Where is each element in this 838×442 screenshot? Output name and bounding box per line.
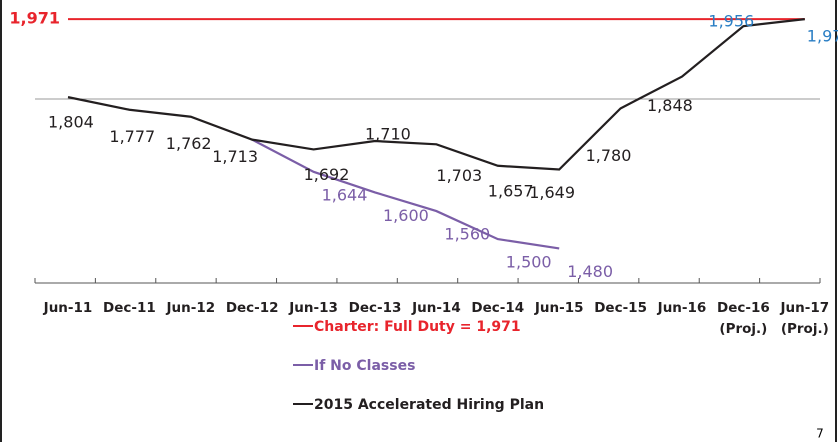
- data-label: 1,710: [365, 125, 411, 144]
- x-tick-label: Jun-16: [657, 300, 707, 316]
- x-tick-label: Jun-17: [779, 300, 829, 316]
- data-label: 1,692: [304, 165, 350, 184]
- data-label: 1,644: [322, 185, 368, 204]
- data-label: 1,971: [807, 27, 838, 46]
- series-line: [251, 138, 560, 250]
- x-tick-label: Dec-15: [594, 300, 647, 316]
- x-tick-note: (Proj.): [781, 321, 829, 337]
- legend-label: 2015 Accelerated Hiring Plan: [314, 397, 544, 413]
- x-tick-label: Dec-14: [471, 300, 524, 316]
- data-label: 1,804: [48, 113, 94, 132]
- data-label: 1,480: [567, 262, 613, 281]
- page-number: 7: [816, 427, 824, 441]
- data-label: 1,780: [586, 146, 632, 165]
- data-label: 1,971: [9, 9, 60, 28]
- data-label: 1,703: [436, 166, 482, 185]
- data-label: 1,848: [647, 96, 693, 115]
- legend-label: Charter: Full Duty = 1,971: [314, 319, 521, 335]
- x-tick-label: Dec-12: [226, 300, 279, 316]
- data-label: 1,500: [506, 253, 552, 272]
- series-line: [67, 18, 805, 171]
- legend-label: If No Classes: [314, 358, 415, 374]
- x-tick-label: Dec-11: [103, 300, 156, 316]
- x-tick-label: Jun-14: [411, 300, 461, 316]
- data-label: 1,560: [444, 225, 490, 244]
- x-tick-label: Jun-12: [165, 300, 215, 316]
- data-label: 1,777: [109, 127, 155, 146]
- data-label: 1,600: [383, 206, 429, 225]
- data-label: 1,956: [708, 12, 754, 31]
- data-label: 1,713: [212, 147, 258, 166]
- data-label: 1,657: [488, 181, 534, 200]
- data-label: 1,649: [529, 183, 575, 202]
- x-tick-note: (Proj.): [719, 321, 767, 337]
- data-label: 1,762: [166, 134, 212, 153]
- x-tick-label: Jun-13: [288, 300, 338, 316]
- x-tick-label: Dec-16: [717, 300, 770, 316]
- x-tick-label: Jun-15: [534, 300, 584, 316]
- x-tick-label: Dec-13: [349, 300, 402, 316]
- x-tick-label: Jun-11: [43, 300, 93, 316]
